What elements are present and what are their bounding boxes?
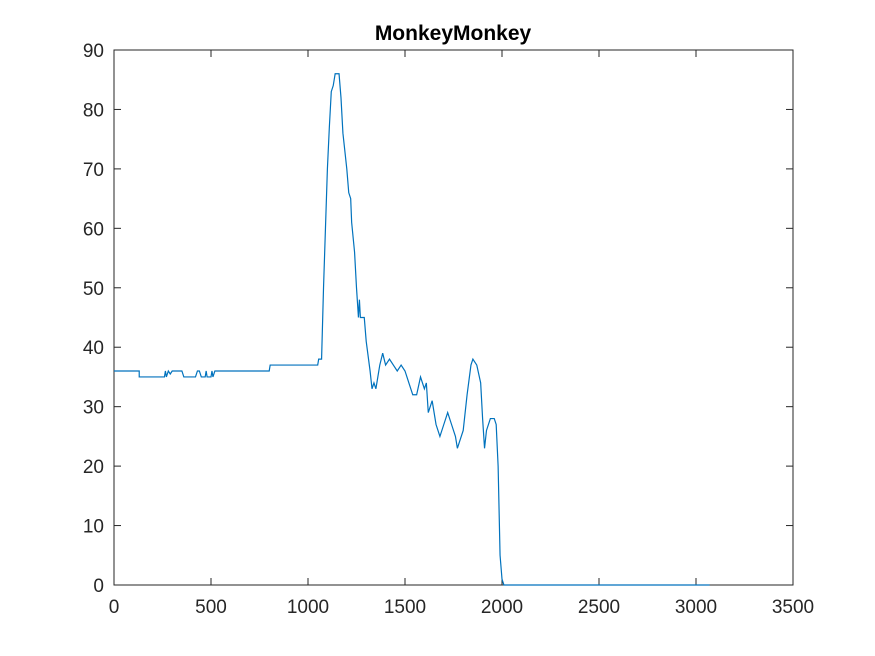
x-tick-label: 2500 [578, 597, 620, 618]
y-tick-label: 10 [83, 517, 104, 538]
x-tick-label: 1000 [287, 597, 329, 618]
x-tick-label: 0 [109, 597, 120, 618]
y-tick-label: 50 [83, 279, 104, 300]
y-tick-label: 90 [83, 41, 104, 62]
y-tick-label: 60 [83, 219, 104, 240]
y-tick-label: 80 [83, 100, 104, 121]
chart-title: MonkeyMonkey [375, 22, 532, 45]
x-tick-label: 2000 [481, 597, 523, 618]
x-tick-label: 3000 [675, 597, 717, 618]
y-tick-label: 20 [83, 457, 104, 478]
x-tick-label: 3500 [772, 597, 814, 618]
y-tick-label: 0 [93, 576, 104, 597]
y-tick-label: 70 [83, 160, 104, 181]
line-series [114, 73, 710, 586]
y-tick-label: 30 [83, 398, 104, 419]
y-tick-label: 40 [83, 338, 104, 359]
x-tick-label: 500 [195, 597, 227, 618]
plot-box [113, 49, 794, 586]
x-tick-label: 1500 [384, 597, 426, 618]
